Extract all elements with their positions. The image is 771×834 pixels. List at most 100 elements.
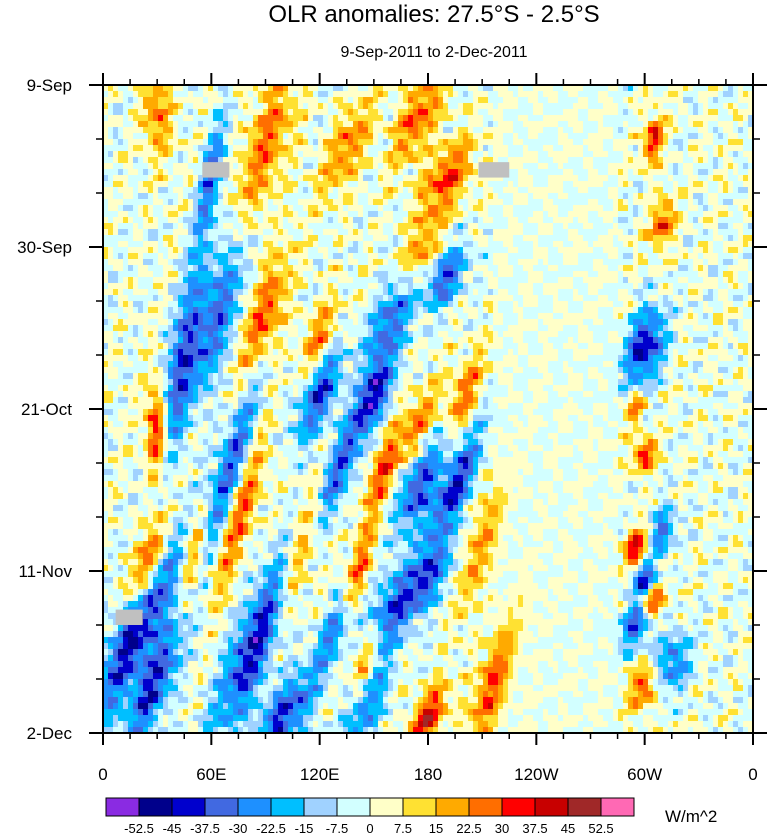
heatmap-cell [203, 265, 209, 272]
heatmap-cell [553, 193, 559, 200]
heatmap-cell [208, 157, 214, 164]
heatmap-cell [258, 151, 264, 158]
heatmap-cell [438, 289, 444, 296]
heatmap-cell [628, 103, 634, 110]
heatmap-cell [603, 205, 609, 212]
heatmap-cell [148, 151, 154, 158]
heatmap-cell [688, 205, 694, 212]
heatmap-cell [218, 217, 224, 224]
heatmap-cell [443, 205, 449, 212]
heatmap-cell [143, 151, 149, 158]
heatmap-cell [453, 265, 459, 272]
heatmap-cell [468, 199, 474, 206]
heatmap-cell [278, 133, 284, 140]
heatmap-cell [188, 127, 194, 134]
heatmap-cell [383, 211, 389, 218]
heatmap-cell [578, 283, 584, 290]
heatmap-cell [538, 259, 544, 266]
heatmap-cell [538, 277, 544, 284]
heatmap-cell [423, 169, 429, 176]
heatmap-cell [338, 241, 344, 248]
heatmap-cell [738, 271, 744, 278]
heatmap-cell [678, 307, 684, 314]
heatmap-cell [333, 241, 339, 248]
heatmap-cell [548, 103, 554, 110]
heatmap-cell [143, 133, 149, 140]
heatmap-cell [483, 91, 489, 98]
heatmap-cell [718, 295, 724, 302]
heatmap-cell [593, 307, 599, 314]
heatmap-cell [573, 193, 579, 200]
heatmap-cell [208, 307, 214, 314]
heatmap-cell [248, 127, 254, 134]
heatmap-cell [348, 301, 354, 308]
heatmap-cell [608, 193, 614, 200]
heatmap-cell [178, 181, 184, 188]
heatmap-cell [623, 133, 629, 140]
heatmap-cell [268, 253, 274, 260]
heatmap-cell [303, 271, 309, 278]
heatmap-cell [273, 187, 279, 194]
heatmap-cell [293, 211, 299, 218]
heatmap-cell [188, 145, 194, 152]
heatmap-cell [363, 199, 369, 206]
heatmap-cell [493, 199, 499, 206]
heatmap-cell [438, 139, 444, 146]
heatmap-cell [458, 115, 464, 122]
heatmap-cell [688, 259, 694, 266]
heatmap-cell [183, 85, 189, 92]
heatmap-cell [143, 193, 149, 200]
heatmap-cell [243, 253, 249, 260]
heatmap-cell [213, 205, 219, 212]
heatmap-cell [633, 145, 639, 152]
heatmap-cell [388, 169, 394, 176]
heatmap-cell [483, 235, 489, 242]
heatmap-cell [523, 193, 529, 200]
heatmap-cell [138, 175, 144, 182]
heatmap-cell [143, 127, 149, 134]
heatmap-cell [648, 121, 654, 128]
heatmap-cell [313, 151, 319, 158]
heatmap-cell [693, 301, 699, 308]
heatmap-cell [103, 265, 109, 272]
heatmap-cell [593, 211, 599, 218]
heatmap-cell [598, 157, 604, 164]
heatmap-cell [178, 133, 184, 140]
heatmap-cell [128, 97, 134, 104]
heatmap-cell [388, 163, 394, 170]
heatmap-cell [643, 253, 649, 260]
heatmap-cell [108, 277, 114, 284]
heatmap-cell [323, 163, 329, 170]
heatmap-cell [233, 313, 239, 320]
heatmap-cell [428, 223, 434, 230]
heatmap-cell [733, 235, 739, 242]
heatmap-cell [413, 109, 419, 116]
heatmap-cell [378, 247, 384, 254]
heatmap-cell [383, 175, 389, 182]
heatmap-cell [743, 229, 749, 236]
heatmap-cell [283, 115, 289, 122]
heatmap-cell [748, 85, 754, 92]
heatmap-cell [418, 265, 424, 272]
heatmap-cell [558, 127, 564, 134]
heatmap-cell [438, 91, 444, 98]
heatmap-cell [633, 121, 639, 128]
heatmap-cell [423, 97, 429, 104]
heatmap-cell [363, 169, 369, 176]
heatmap-cell [733, 259, 739, 266]
heatmap-cell [513, 163, 519, 170]
heatmap-cell [603, 121, 609, 128]
heatmap-cell [443, 259, 449, 266]
heatmap-cell [528, 229, 534, 236]
heatmap-cell [188, 301, 194, 308]
heatmap-cell [538, 301, 544, 308]
heatmap-cell [663, 91, 669, 98]
heatmap-cell [363, 115, 369, 122]
heatmap-cell [738, 187, 744, 194]
heatmap-cell [473, 181, 479, 188]
heatmap-cell [238, 145, 244, 152]
heatmap-cell [448, 235, 454, 242]
heatmap-cell [253, 121, 259, 128]
heatmap-cell [158, 301, 164, 308]
heatmap-cell [193, 127, 199, 134]
